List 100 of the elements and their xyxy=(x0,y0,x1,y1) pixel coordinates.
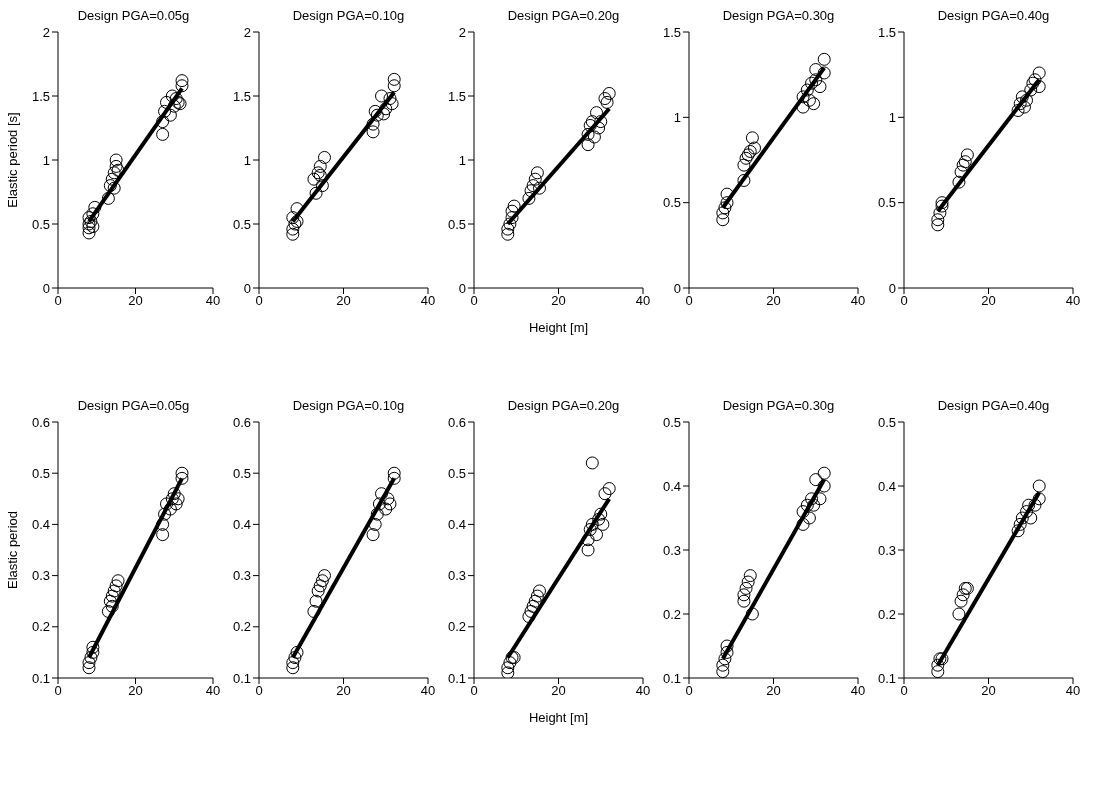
y-tick-label: 0.6 xyxy=(447,414,466,430)
point xyxy=(86,207,100,221)
point xyxy=(156,127,170,141)
point xyxy=(800,498,814,512)
point xyxy=(933,206,947,220)
point xyxy=(745,607,759,621)
point xyxy=(805,76,819,90)
point xyxy=(741,575,755,589)
point xyxy=(594,507,608,521)
point xyxy=(954,165,968,179)
x-tick-label: 0 xyxy=(54,683,62,699)
point xyxy=(592,121,606,135)
y-tick-label: 0.5 xyxy=(31,216,50,232)
x-tick-label: 20 xyxy=(128,683,143,699)
point xyxy=(82,226,96,240)
point xyxy=(158,104,172,118)
point xyxy=(317,569,331,583)
point xyxy=(720,639,734,653)
point xyxy=(807,498,821,512)
point xyxy=(317,150,331,164)
y-tick-label: 0 xyxy=(458,280,466,296)
point xyxy=(594,115,608,129)
point xyxy=(532,584,546,598)
point xyxy=(103,179,117,193)
y-tick-label: 0.1 xyxy=(447,670,466,686)
x-tick-label: 20 xyxy=(981,683,996,699)
y-tick-label: 1 xyxy=(42,152,50,168)
y-tick-label: 0.3 xyxy=(662,542,681,558)
x-tick-label: 0 xyxy=(900,293,908,309)
point xyxy=(167,487,181,501)
point xyxy=(379,502,393,516)
point xyxy=(802,93,816,107)
point xyxy=(171,492,185,506)
y-tick-label: 0.1 xyxy=(232,670,251,686)
point xyxy=(84,651,98,665)
point xyxy=(743,144,757,158)
y-tick-label: 0.1 xyxy=(877,670,896,686)
point xyxy=(375,487,389,501)
y-axis-title: Elastic period xyxy=(4,510,20,590)
x-tick-label: 20 xyxy=(336,293,351,309)
point xyxy=(375,89,389,103)
y-tick-label: 0.5 xyxy=(31,465,50,481)
point xyxy=(370,507,384,521)
y-tick-label: 0.2 xyxy=(447,619,466,635)
point xyxy=(802,511,816,525)
chart-title: Design PGA=0.20g xyxy=(506,8,621,23)
y-tick-label: 1 xyxy=(458,152,466,168)
point xyxy=(109,159,123,173)
point xyxy=(313,579,327,593)
x-tick-label: 20 xyxy=(128,293,143,309)
point xyxy=(598,487,612,501)
point xyxy=(583,523,597,537)
y-tick-label: 0.4 xyxy=(877,478,896,494)
y-tick-label: 1 xyxy=(673,109,681,125)
point xyxy=(530,166,544,180)
point xyxy=(286,656,300,670)
point xyxy=(505,211,519,225)
point xyxy=(370,108,384,122)
point xyxy=(377,107,391,121)
y-tick-label: 0.5 xyxy=(447,216,466,232)
point xyxy=(716,665,730,678)
point xyxy=(307,172,321,186)
y-tick-label: 0.3 xyxy=(232,568,251,584)
point xyxy=(526,179,540,193)
y-tick-label: 0 xyxy=(888,280,896,296)
point xyxy=(175,74,189,88)
point xyxy=(952,607,966,621)
point xyxy=(286,227,300,241)
point xyxy=(530,589,544,603)
point xyxy=(718,652,732,666)
point xyxy=(800,83,814,97)
point xyxy=(109,153,123,167)
point xyxy=(1032,492,1046,506)
point xyxy=(716,213,730,227)
point xyxy=(175,79,189,93)
x-tick-label: 0 xyxy=(255,293,263,309)
point xyxy=(737,588,751,602)
point xyxy=(169,497,183,511)
point xyxy=(581,543,595,557)
chart-title: Design PGA=0.05g xyxy=(76,8,191,23)
point xyxy=(1024,511,1038,525)
point xyxy=(86,640,100,654)
y-tick-label: 0.5 xyxy=(232,465,251,481)
point xyxy=(532,181,546,195)
point xyxy=(526,599,540,613)
point xyxy=(107,584,121,598)
x-tick-label: 40 xyxy=(635,293,651,309)
point xyxy=(524,604,538,618)
point xyxy=(1015,90,1029,104)
x-tick-label: 40 xyxy=(1065,683,1081,699)
point xyxy=(366,125,380,139)
point xyxy=(1013,97,1027,111)
point xyxy=(309,186,323,200)
point xyxy=(88,200,102,214)
point xyxy=(805,492,819,506)
point xyxy=(158,507,172,521)
x-tick-label: 0 xyxy=(255,683,263,699)
point xyxy=(503,656,517,670)
point xyxy=(383,92,397,106)
point xyxy=(528,594,542,608)
